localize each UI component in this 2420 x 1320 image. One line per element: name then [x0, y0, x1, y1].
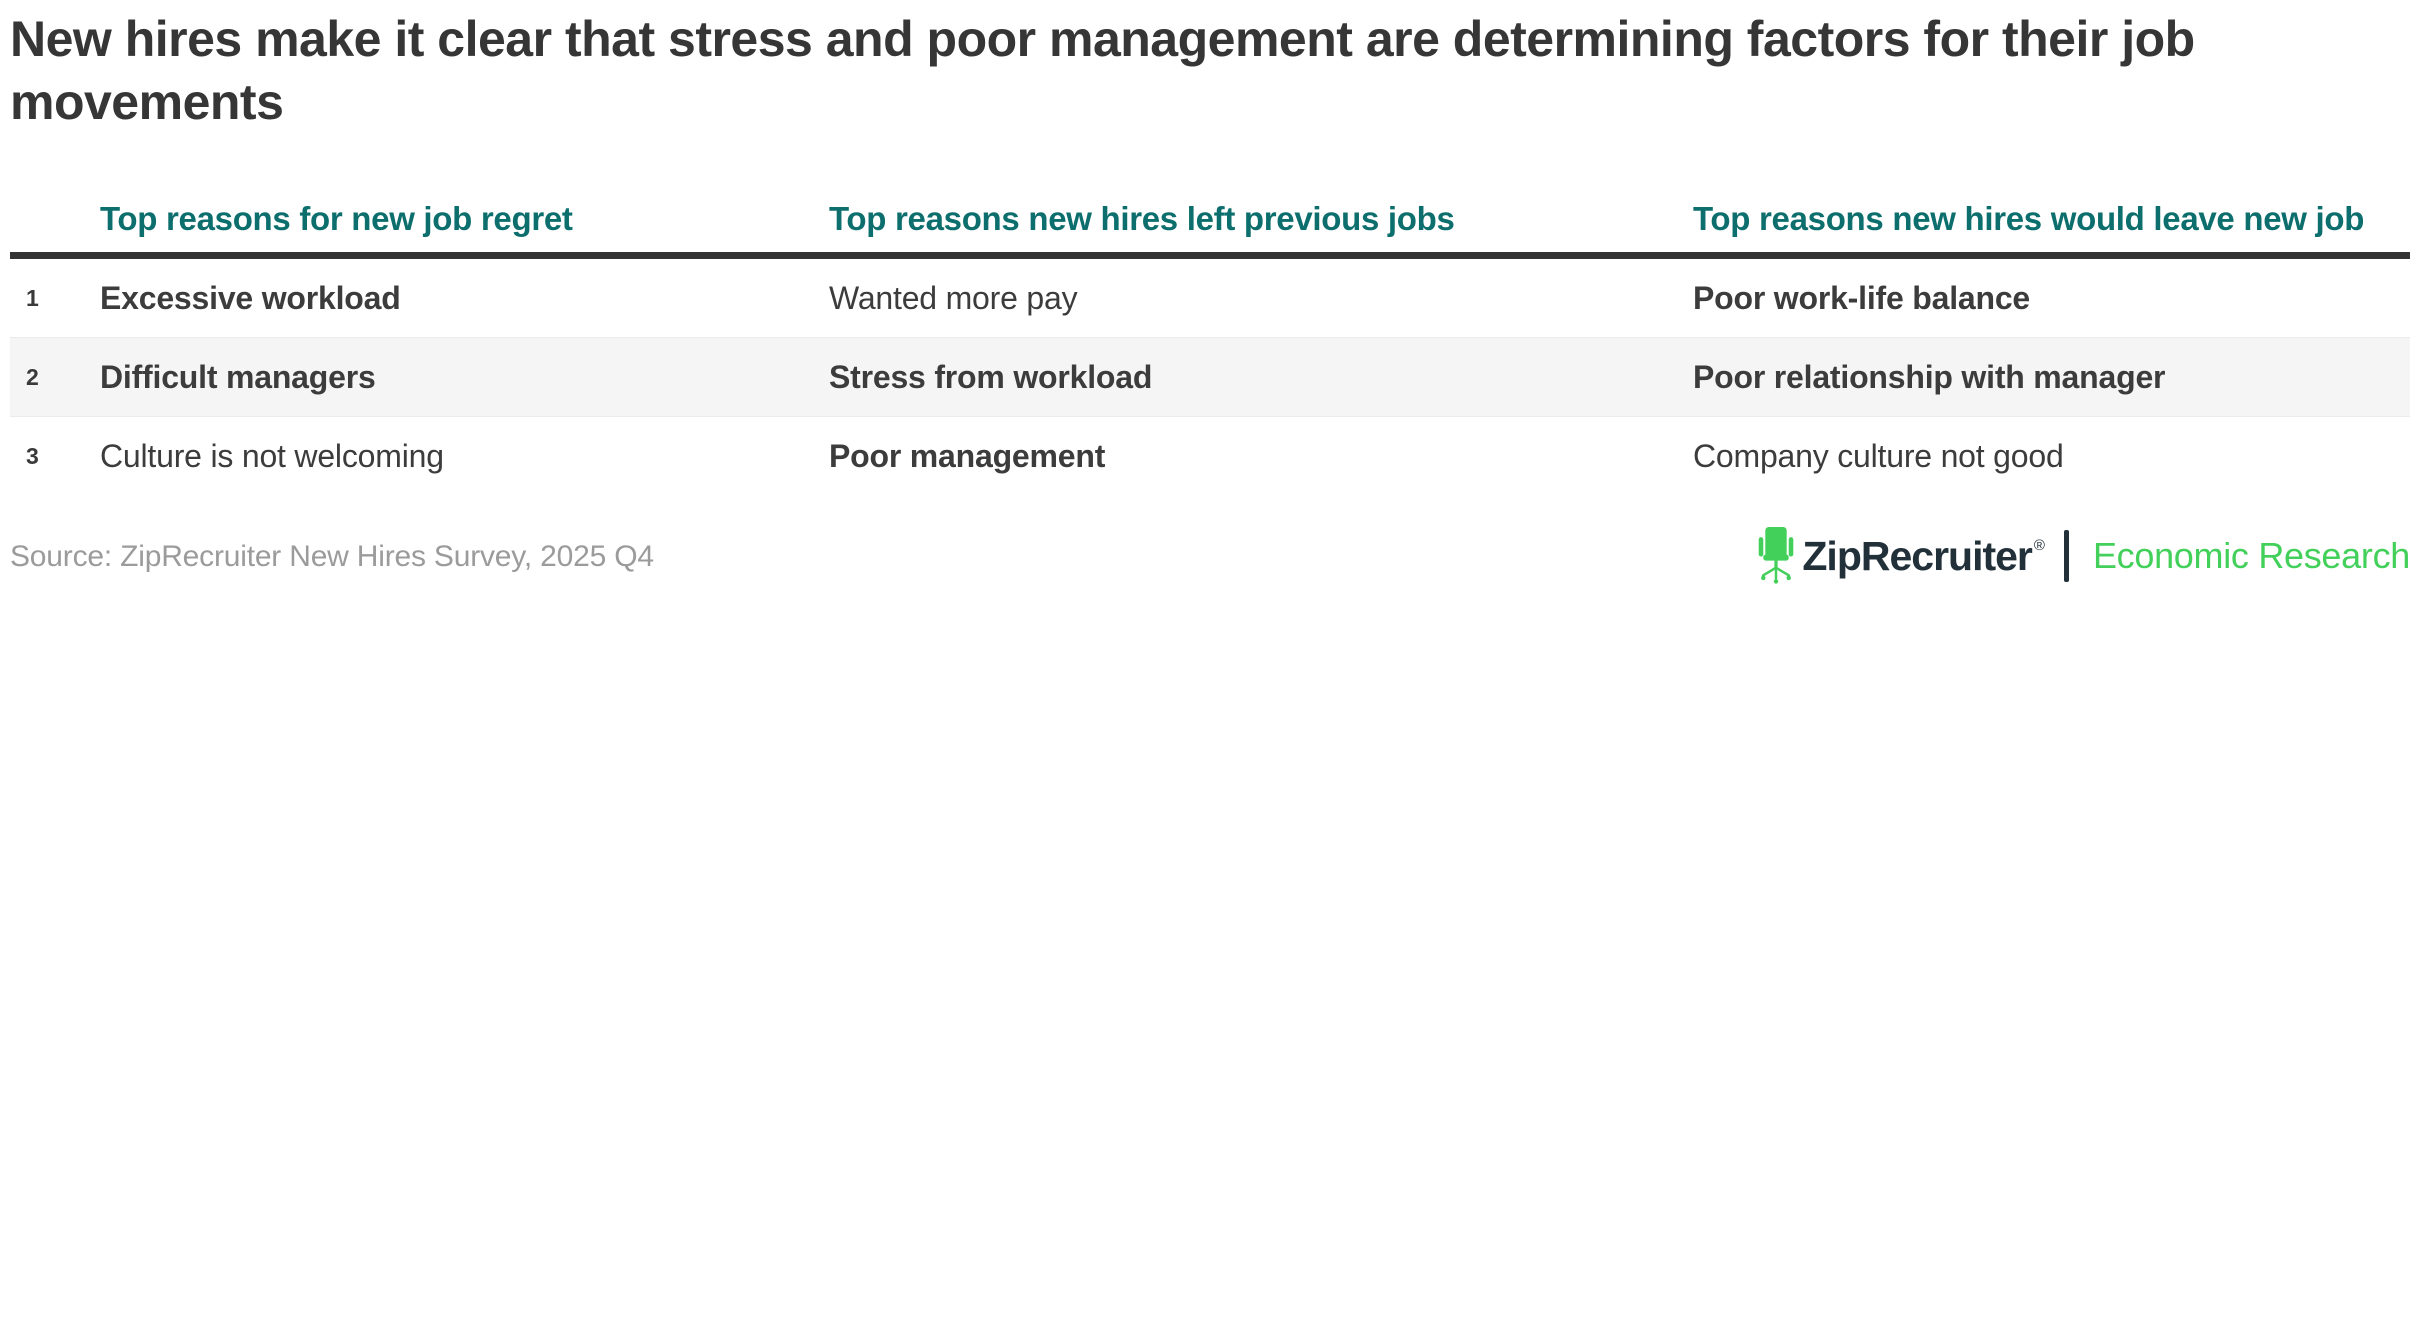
page-title-line2: movements	[10, 74, 284, 130]
brand-text: ZipRecruiter	[1802, 532, 2032, 579]
row-rank: 3	[26, 442, 39, 469]
table-cell: Excessive workload	[100, 279, 401, 316]
table-cell: Poor relationship with manager	[1693, 358, 2166, 395]
table-row: 2 Difficult managers Stress from workload P…	[10, 337, 2410, 417]
table-body: 1 Excessive workload Wanted more pay Poor w…	[10, 259, 2410, 495]
table-header-row: Top reasons for new job regret Top reaso…	[10, 188, 2410, 259]
registered-mark: ®	[2033, 536, 2045, 554]
table-cell: Culture is not welcoming	[100, 437, 444, 474]
division-label: Economic Research	[2092, 535, 2410, 576]
table-cell: Stress from workload	[829, 358, 1153, 395]
column-header-new-job-regret: Top reasons for new job regret	[100, 200, 573, 237]
reasons-table: Top reasons for new job regret Top reaso…	[10, 188, 2410, 495]
brand-divider	[2063, 530, 2069, 582]
brand-wordmark: ZipRecruiter ®	[1802, 532, 2045, 580]
header-spacer	[10, 200, 100, 238]
table-cell: Company culture not good	[1693, 437, 2064, 474]
source-note: Source: ZipRecruiter New Hires Survey, 2…	[10, 540, 654, 573]
row-rank: 1	[26, 284, 39, 311]
table-cell: Poor work-life balance	[1693, 279, 2031, 316]
page-title-line1: New hires make it clear that stress and …	[10, 11, 2195, 67]
table-row: 3 Culture is not welcoming Poor management…	[10, 417, 2410, 495]
column-header-would-leave-new-job: Top reasons new hires would leave new jo…	[1693, 200, 2365, 237]
page-title: New hires make it clear that stress and …	[10, 8, 2310, 134]
office-chair-icon	[1759, 527, 1794, 584]
table-cell: Poor management	[829, 437, 1106, 474]
table-row: 1 Excessive workload Wanted more pay Poor w…	[10, 259, 2410, 337]
brand-lockup: ZipRecruiter ® Economic Research	[1758, 520, 2410, 592]
column-header-left-previous-jobs: Top reasons new hires left previous jobs	[829, 200, 1455, 237]
row-rank: 2	[26, 363, 39, 390]
table-cell: Difficult managers	[100, 358, 376, 395]
table-cell: Wanted more pay	[829, 279, 1078, 316]
